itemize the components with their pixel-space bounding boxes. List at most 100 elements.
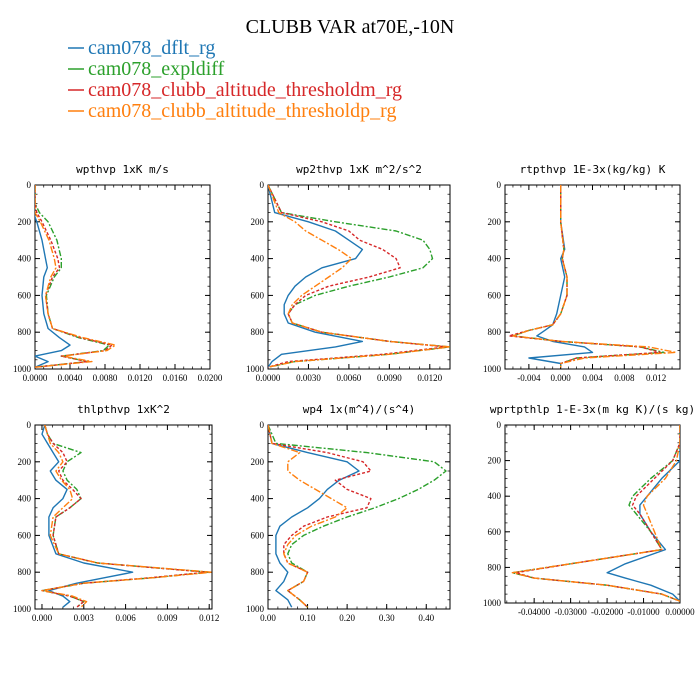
y-tick-label: 600	[488, 527, 502, 537]
legend-label: cam078_dflt_rg	[88, 37, 215, 59]
panel-title: wpthvp 1xK m/s	[76, 163, 169, 176]
y-tick-label: 400	[251, 494, 265, 504]
y-tick-label: 400	[488, 254, 502, 264]
series-group	[511, 425, 680, 602]
x-tick-label: 0.00000	[665, 607, 695, 617]
x-tick-label: -0.01000	[627, 607, 660, 617]
x-tick-label: -0.02000	[591, 607, 624, 617]
y-tick-label: 400	[251, 254, 265, 264]
legend: cam078_dflt_rg cam078_expldiff cam078_cl…	[68, 37, 402, 122]
x-tick-label: 0.0000	[23, 373, 48, 383]
x-tick-label: 0.003	[74, 613, 95, 623]
series-line	[268, 185, 450, 368]
series-line	[268, 425, 447, 608]
y-tick-label: 800	[488, 327, 502, 337]
panel: rtpthvp 1E-3x(kg/kg) K 0 200 400 600 800 1000 -…	[483, 163, 681, 383]
x-tick-label: 0.40	[418, 613, 434, 623]
x-tick-label: 0.0060	[337, 373, 362, 383]
y-tick-label: 1000	[246, 364, 265, 374]
y-tick-label: 1000	[13, 364, 32, 374]
series-line	[268, 185, 364, 368]
panel: wp2thvp 1xK m^2/s^2020040060080010000.00…	[246, 163, 451, 383]
y-tick-label: 1000	[483, 598, 502, 608]
series-line	[35, 185, 71, 368]
y-tick-label: 600	[251, 290, 265, 300]
y-tick-label: 400	[488, 491, 502, 501]
y-tick-label: 600	[18, 290, 32, 300]
y-tick-label: 0	[497, 420, 502, 430]
x-tick-label: 0.000	[551, 373, 572, 383]
plot-frame	[34, 424, 213, 610]
x-tick-label: -0.004	[517, 373, 541, 383]
series-line	[268, 425, 348, 608]
plot-frame	[504, 184, 681, 370]
series-line	[35, 185, 117, 368]
y-tick-label: 600	[18, 530, 32, 540]
legend-entry: cam078_dflt_rg	[68, 37, 215, 59]
series-line	[35, 185, 113, 368]
x-tick-label: 0.0090	[377, 373, 402, 383]
y-tick-label: 400	[18, 494, 32, 504]
x-tick-label: 0.30	[379, 613, 395, 623]
x-tick-label: 0.0040	[58, 373, 83, 383]
plot-frame	[267, 424, 451, 610]
x-tick-label: -0.04000	[518, 607, 551, 617]
x-tick-label: 0.0200	[198, 373, 223, 383]
x-tick-label: 0.0000	[256, 373, 281, 383]
series-line	[606, 425, 680, 602]
series-line	[41, 425, 212, 608]
x-tick-label: 0.012	[646, 373, 666, 383]
y-tick-label: 1000	[483, 364, 502, 374]
legend-entry: cam078_clubb_altitude_thresholdp_rg	[68, 100, 396, 122]
x-tick-label: 0.0080	[93, 373, 118, 383]
y-tick-label: 400	[18, 254, 32, 264]
x-tick-label: 0.000	[32, 613, 53, 623]
legend-entry: cam078_clubb_altitude_thresholdm_rg	[68, 79, 402, 101]
series-line	[268, 185, 450, 368]
figure-title: CLUBB VAR at70E,-10N	[246, 16, 455, 38]
x-tick-label: 0.012	[199, 613, 219, 623]
series-line	[511, 425, 680, 602]
panel: wprtpthlp 1-E-3x(m kg K)/(s kg) 0 200 400 60…	[483, 403, 695, 617]
y-tick-label: 200	[18, 217, 32, 227]
x-tick-label: 0.20	[339, 613, 355, 623]
legend-label: cam078_clubb_altitude_thresholdp_rg	[88, 100, 396, 122]
panel-title: wprtpthlp 1-E-3x(m kg K)/(s kg)	[490, 403, 695, 416]
series-line	[35, 185, 111, 368]
y-tick-label: 600	[488, 290, 502, 300]
x-tick-label: 0.0120	[128, 373, 153, 383]
x-tick-label: 0.006	[115, 613, 136, 623]
series-group	[35, 185, 117, 368]
series-line	[268, 425, 360, 608]
x-tick-label: 0.10	[300, 613, 316, 623]
series-group	[508, 185, 677, 368]
x-tick-label: 0.0120	[417, 373, 442, 383]
legend-entry: cam078_expldiff	[68, 58, 225, 80]
y-tick-label: 800	[251, 327, 265, 337]
legend-label: cam078_clubb_altitude_thresholdm_rg	[88, 79, 402, 101]
series-group	[268, 425, 447, 608]
panel-title: rtpthvp 1E-3x(kg/kg) K	[520, 163, 666, 176]
x-tick-label: -0.03000	[555, 607, 588, 617]
series-group	[268, 185, 450, 368]
panel-title: wp2thvp 1xK m^2/s^2	[296, 163, 422, 176]
legend-label: cam078_expldiff	[88, 58, 225, 80]
series-line	[268, 425, 372, 608]
series-group	[41, 425, 212, 608]
plot-frame	[504, 424, 681, 604]
y-tick-label: 200	[488, 217, 502, 227]
panel-title: thlpthvp 1xK^2	[77, 403, 170, 416]
y-tick-label: 0	[497, 180, 502, 190]
y-tick-label: 1000	[246, 604, 265, 614]
x-tick-label: 0.004	[582, 373, 603, 383]
y-tick-label: 800	[251, 567, 265, 577]
y-tick-label: 1000	[13, 604, 32, 614]
series-line	[512, 185, 677, 368]
series-line	[508, 185, 661, 368]
y-tick-label: 0	[27, 420, 32, 430]
